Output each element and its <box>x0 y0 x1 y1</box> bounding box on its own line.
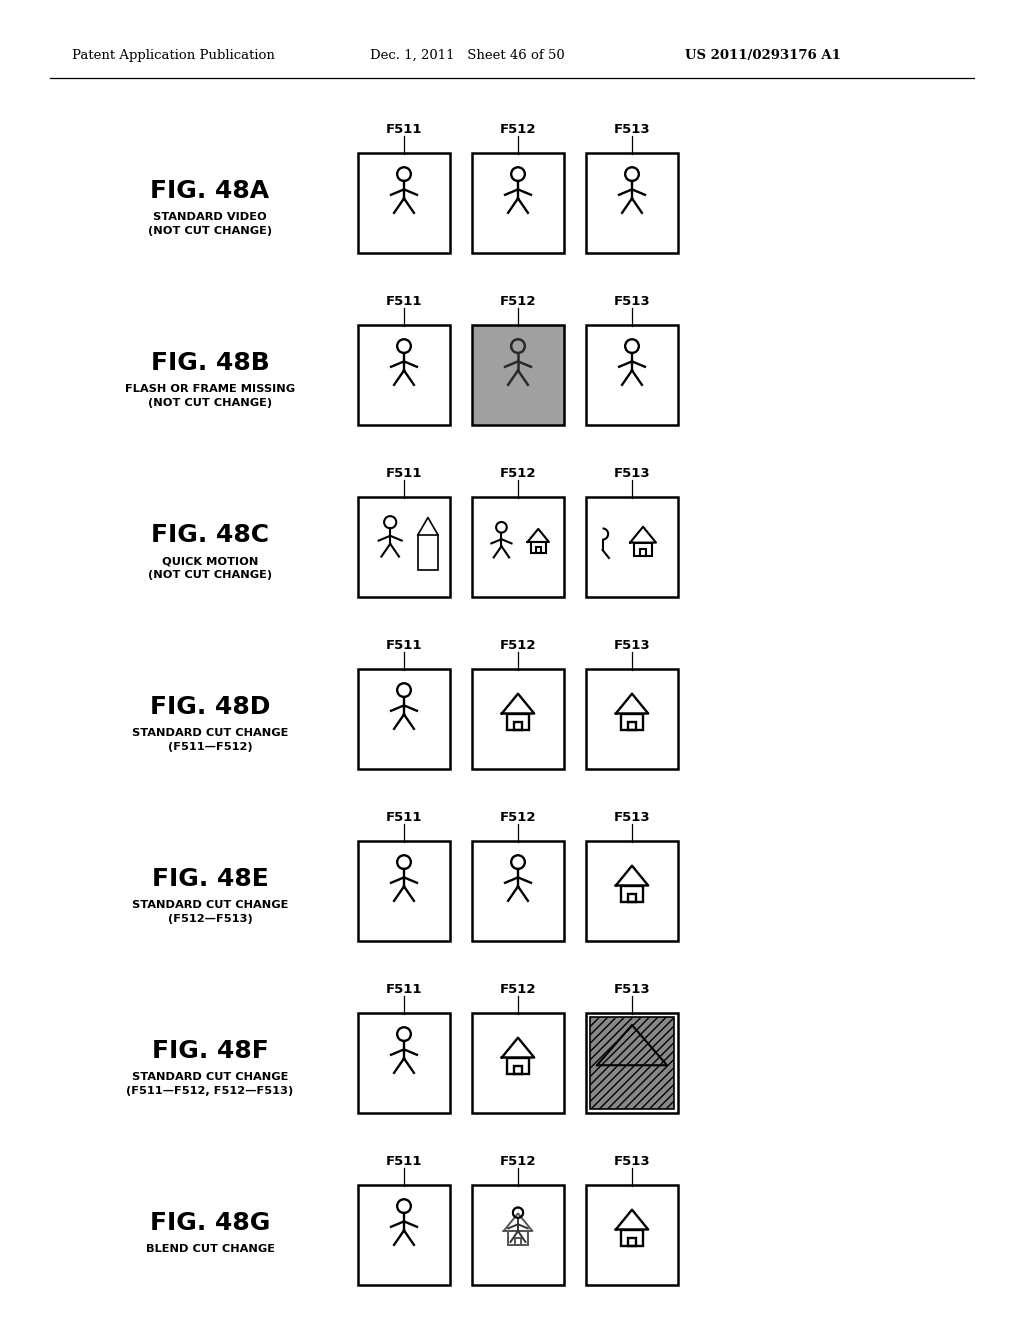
Text: STANDARD VIDEO: STANDARD VIDEO <box>154 213 267 222</box>
Text: F512: F512 <box>500 639 537 652</box>
Text: Patent Application Publication: Patent Application Publication <box>72 49 274 62</box>
Text: F511: F511 <box>386 639 422 652</box>
Text: (NOT CUT CHANGE): (NOT CUT CHANGE) <box>147 399 272 408</box>
Bar <box>586 498 678 597</box>
Bar <box>358 1185 450 1284</box>
Text: (NOT CUT CHANGE): (NOT CUT CHANGE) <box>147 226 272 236</box>
Bar <box>586 153 678 253</box>
Bar <box>634 543 652 556</box>
Bar <box>515 1238 521 1245</box>
Bar <box>629 894 636 902</box>
Text: (NOT CUT CHANGE): (NOT CUT CHANGE) <box>147 570 272 579</box>
Text: (F511—F512, F512—F513): (F511—F512, F512—F513) <box>126 1086 294 1096</box>
Text: STANDARD CUT CHANGE: STANDARD CUT CHANGE <box>132 729 288 738</box>
Text: FIG. 48D: FIG. 48D <box>150 696 270 719</box>
Text: FIG. 48A: FIG. 48A <box>151 180 269 203</box>
Bar <box>472 498 564 597</box>
Text: F512: F512 <box>500 983 537 997</box>
Bar <box>590 1016 674 1109</box>
Bar <box>507 714 529 730</box>
Bar <box>358 669 450 770</box>
Bar <box>358 153 450 253</box>
Text: FIG. 48G: FIG. 48G <box>150 1210 270 1236</box>
Bar <box>358 1012 450 1113</box>
Text: FIG. 48B: FIG. 48B <box>151 351 269 375</box>
Text: F513: F513 <box>613 639 650 652</box>
Bar <box>586 325 678 425</box>
Bar <box>472 1012 564 1113</box>
Bar <box>507 1057 529 1073</box>
Text: US 2011/0293176 A1: US 2011/0293176 A1 <box>685 49 841 62</box>
Text: F512: F512 <box>500 294 537 308</box>
Bar <box>586 841 678 941</box>
Bar <box>508 1232 528 1245</box>
Bar <box>586 1012 678 1113</box>
Text: STANDARD CUT CHANGE: STANDARD CUT CHANGE <box>132 900 288 909</box>
Text: FIG. 48C: FIG. 48C <box>151 523 269 546</box>
Text: (F511—F512): (F511—F512) <box>168 742 252 752</box>
Bar <box>358 841 450 941</box>
Bar <box>472 325 564 425</box>
Bar <box>472 841 564 941</box>
Bar <box>621 1229 643 1246</box>
Text: F512: F512 <box>500 467 537 480</box>
Text: QUICK MOTION: QUICK MOTION <box>162 556 258 566</box>
Text: FIG. 48F: FIG. 48F <box>152 1039 268 1063</box>
Bar <box>629 1238 636 1246</box>
Bar <box>514 722 521 730</box>
Bar <box>629 722 636 730</box>
Text: FIG. 48E: FIG. 48E <box>152 867 268 891</box>
Bar <box>621 714 643 730</box>
Text: F512: F512 <box>500 1155 537 1168</box>
Text: F512: F512 <box>500 810 537 824</box>
Text: (F512—F513): (F512—F513) <box>168 913 252 924</box>
Text: F513: F513 <box>613 467 650 480</box>
Bar <box>640 549 646 556</box>
Text: STANDARD CUT CHANGE: STANDARD CUT CHANGE <box>132 1072 288 1082</box>
Text: F511: F511 <box>386 294 422 308</box>
Text: F513: F513 <box>613 294 650 308</box>
Bar <box>514 1065 521 1073</box>
Text: FLASH OR FRAME MISSING: FLASH OR FRAME MISSING <box>125 384 295 393</box>
Text: F511: F511 <box>386 467 422 480</box>
Bar <box>530 543 546 553</box>
Text: F513: F513 <box>613 123 650 136</box>
Bar <box>536 548 541 553</box>
Text: F511: F511 <box>386 1155 422 1168</box>
Text: Dec. 1, 2011   Sheet 46 of 50: Dec. 1, 2011 Sheet 46 of 50 <box>370 49 565 62</box>
Bar <box>472 669 564 770</box>
Text: F511: F511 <box>386 983 422 997</box>
Text: F513: F513 <box>613 983 650 997</box>
Text: F511: F511 <box>386 123 422 136</box>
Bar <box>472 153 564 253</box>
Text: BLEND CUT CHANGE: BLEND CUT CHANGE <box>145 1243 274 1254</box>
Text: F511: F511 <box>386 810 422 824</box>
Text: F513: F513 <box>613 1155 650 1168</box>
Text: F513: F513 <box>613 810 650 824</box>
Bar <box>586 1185 678 1284</box>
Bar <box>586 669 678 770</box>
Bar <box>358 498 450 597</box>
Bar <box>621 886 643 902</box>
Text: F512: F512 <box>500 123 537 136</box>
Bar <box>472 1185 564 1284</box>
Bar <box>358 325 450 425</box>
Bar <box>418 535 438 570</box>
